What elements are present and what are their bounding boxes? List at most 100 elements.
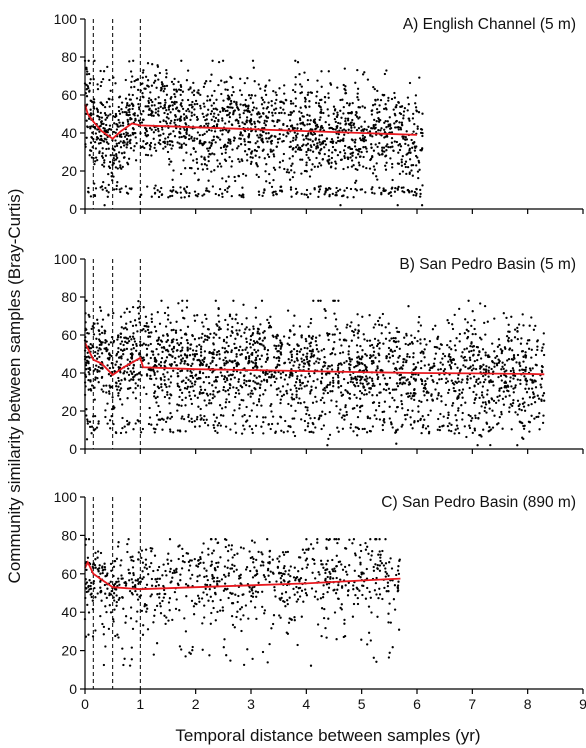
data-point — [194, 194, 198, 197]
data-point — [184, 404, 187, 407]
data-point — [465, 347, 469, 350]
data-point — [244, 604, 248, 607]
data-point — [397, 330, 401, 334]
data-point — [258, 116, 261, 119]
data-point — [287, 358, 290, 361]
data-point — [266, 318, 269, 322]
data-point — [477, 377, 480, 380]
data-point — [334, 194, 337, 197]
data-point — [518, 408, 521, 411]
data-point — [534, 363, 537, 366]
data-point — [317, 195, 320, 199]
data-point — [206, 99, 209, 102]
data-point — [302, 123, 305, 126]
data-point — [199, 354, 203, 357]
data-point — [231, 148, 234, 151]
data-point — [243, 122, 246, 126]
data-point — [403, 162, 407, 166]
data-point — [367, 125, 370, 128]
data-point — [88, 315, 91, 318]
data-point — [396, 187, 399, 190]
data-point — [102, 625, 106, 629]
data-point — [112, 188, 116, 191]
data-point — [289, 140, 292, 144]
data-point — [245, 120, 248, 123]
data-point — [125, 133, 128, 137]
data-point — [512, 355, 516, 359]
data-point — [361, 315, 364, 318]
data-point — [314, 386, 318, 389]
data-point — [384, 575, 387, 578]
data-point — [323, 308, 326, 311]
data-point — [94, 596, 97, 599]
data-point — [279, 347, 282, 350]
data-point — [112, 130, 116, 134]
data-point — [85, 414, 88, 417]
data-point — [356, 68, 359, 72]
data-point — [327, 123, 331, 126]
data-point — [186, 339, 189, 342]
data-point — [436, 346, 439, 349]
data-point — [385, 126, 388, 129]
y-tick-label: 40 — [61, 125, 77, 141]
data-point — [256, 332, 259, 335]
data-point — [512, 353, 516, 357]
data-point — [193, 319, 197, 322]
data-point — [240, 629, 243, 633]
data-point — [346, 117, 350, 120]
data-point — [300, 91, 304, 94]
data-point — [355, 115, 359, 118]
data-point — [406, 165, 410, 169]
data-point — [493, 317, 496, 320]
data-point — [136, 306, 140, 310]
data-point — [402, 137, 405, 140]
data-point — [117, 391, 120, 395]
data-point — [101, 366, 104, 369]
data-point — [226, 187, 229, 190]
data-point — [133, 319, 137, 322]
data-point — [158, 602, 162, 605]
data-point — [279, 571, 283, 575]
data-point — [140, 609, 144, 613]
data-point — [208, 351, 211, 355]
data-point — [465, 359, 468, 362]
data-point — [185, 129, 188, 132]
data-point — [267, 574, 270, 577]
data-point — [236, 600, 239, 604]
data-point — [206, 124, 209, 128]
data-point — [248, 361, 251, 364]
data-point — [359, 344, 362, 348]
data-point — [164, 120, 168, 123]
data-point — [497, 338, 501, 341]
data-point — [294, 150, 297, 153]
data-point — [186, 98, 190, 102]
data-point — [310, 388, 313, 392]
data-point — [416, 170, 420, 173]
data-point — [120, 559, 123, 562]
data-point — [205, 118, 208, 121]
data-point — [181, 107, 185, 111]
data-point — [147, 344, 150, 347]
data-point — [164, 420, 168, 424]
data-point — [172, 350, 175, 353]
data-point — [401, 170, 405, 173]
data-point — [130, 357, 134, 360]
data-point — [377, 116, 380, 120]
data-point — [327, 617, 330, 620]
data-point — [499, 374, 503, 378]
data-point — [387, 96, 390, 100]
data-point — [288, 376, 291, 379]
data-point — [173, 92, 176, 96]
data-point — [376, 377, 379, 381]
data-point — [342, 167, 345, 171]
data-point — [164, 325, 168, 328]
data-point — [233, 376, 236, 379]
data-point — [413, 190, 417, 194]
data-point — [348, 392, 352, 396]
data-point — [512, 391, 515, 394]
data-point — [387, 145, 390, 149]
data-point — [344, 389, 347, 392]
data-point — [305, 358, 309, 361]
data-point — [140, 329, 144, 332]
data-point — [156, 311, 159, 314]
